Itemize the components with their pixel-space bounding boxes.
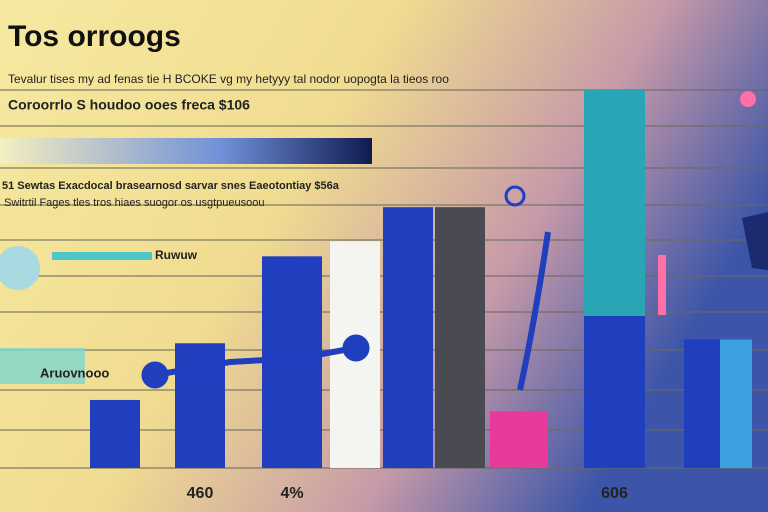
annotation: 51 Sewtas Exacdocal brasearnosd sarvar s… xyxy=(2,180,340,192)
accent-bar xyxy=(52,252,152,260)
bar xyxy=(720,339,752,468)
x-tick-label: 460 xyxy=(187,485,214,502)
annotation: Switrtil Fages tles tros hiaes suogor os… xyxy=(4,197,264,209)
decoration xyxy=(584,90,645,316)
x-tick-label: 4% xyxy=(280,485,303,502)
bar xyxy=(383,207,433,468)
subtitle: Tevalur tises my ad fenas tie H BCOKE vg… xyxy=(8,72,449,86)
bar xyxy=(90,399,140,468)
dot xyxy=(740,91,756,107)
decoration xyxy=(742,212,768,270)
accent-box xyxy=(0,348,85,384)
banner-strip xyxy=(0,138,372,164)
bar xyxy=(435,207,485,468)
icon xyxy=(0,246,40,290)
dot xyxy=(504,185,526,207)
bar xyxy=(684,339,720,468)
subtitle: Coroorrlo S houdoo ooes freca $106 xyxy=(8,97,250,113)
decoration xyxy=(658,255,666,315)
annotation: Ruwuw xyxy=(155,248,198,262)
bar xyxy=(490,411,548,468)
trend-line xyxy=(141,231,551,391)
x-tick-label: 606 xyxy=(601,485,628,502)
chart-title: Tos orroogs xyxy=(8,20,181,53)
annotation: Aruovnooo xyxy=(40,365,109,380)
